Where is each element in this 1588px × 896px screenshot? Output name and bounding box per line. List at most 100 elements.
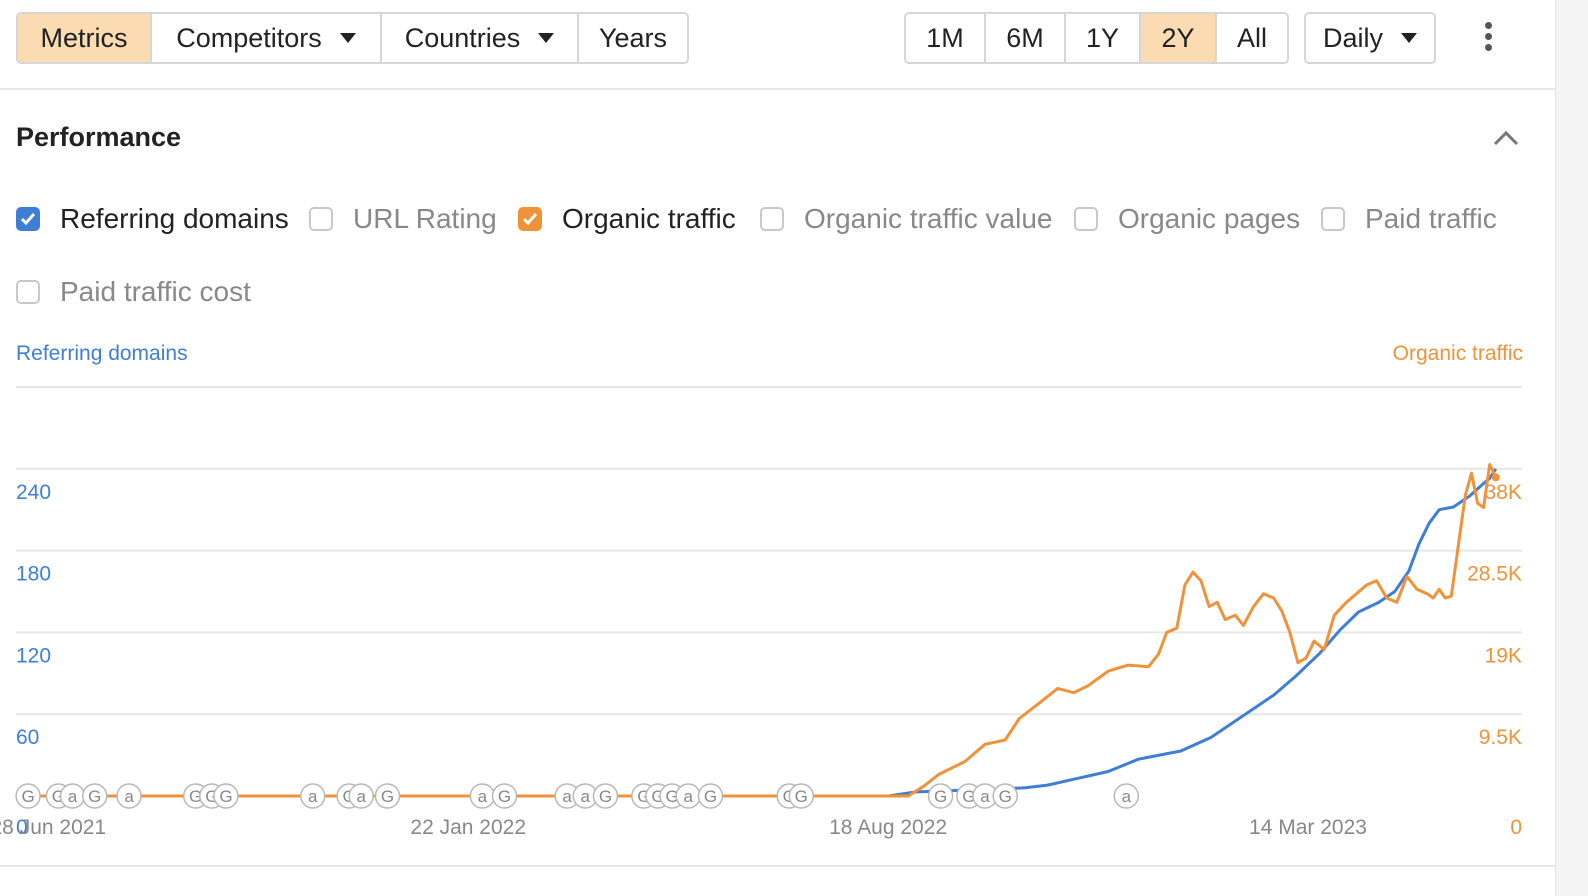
toolbar-button-years[interactable]: Years	[579, 14, 687, 62]
right-axis-tick: 38K	[1485, 481, 1522, 504]
kebab-vertical-icon[interactable]	[1479, 22, 1497, 54]
metric-label: URL Rating	[353, 203, 497, 234]
checkbox-checked-icon[interactable]	[16, 207, 40, 231]
view-switcher: Metrics Competitors Countries Years	[16, 12, 689, 64]
annotation-marker[interactable]	[116, 783, 142, 809]
annotation-marker-label: a	[68, 787, 78, 806]
caret-down-icon	[538, 33, 555, 43]
metric-checkbox-referring-domains[interactable]: Referring domains	[16, 203, 289, 235]
annotation-marker-label: G	[21, 787, 34, 806]
date-range-selector: 1M 6M 1Y 2Y All	[904, 12, 1289, 64]
divider	[0, 865, 1555, 867]
interval-label: Daily	[1323, 22, 1384, 53]
metric-label: Paid traffic cost	[60, 276, 251, 307]
annotation-marker[interactable]	[81, 783, 108, 809]
annotation-marker[interactable]	[992, 783, 1018, 809]
annotation-marker[interactable]	[300, 783, 326, 809]
left-axis-tick: 0	[16, 816, 28, 839]
interval-button[interactable]: Daily	[1306, 14, 1434, 62]
metric-checkbox-organic-traffic[interactable]: Organic traffic	[518, 203, 736, 235]
checkbox-unchecked-icon[interactable]	[760, 207, 784, 231]
series-end-point	[1491, 473, 1500, 482]
annotation-marker[interactable]	[697, 783, 724, 809]
annotation-marker[interactable]	[927, 783, 954, 809]
x-axis-tick: 22 Jan 2022	[410, 816, 526, 839]
chevron-up-icon[interactable]	[1493, 128, 1519, 148]
range-button-all[interactable]: All	[1217, 14, 1287, 62]
right-axis-tick: 0	[1510, 816, 1522, 839]
series-line-organic-traffic	[16, 463, 1498, 798]
metric-checkbox-paid-traffic-cost[interactable]: Paid traffic cost	[16, 276, 251, 308]
annotation-marker-label: a	[478, 787, 488, 806]
left-axis-tick: 120	[16, 644, 51, 667]
toolbar-button-label: Years	[598, 22, 668, 53]
annotation-marker-label: G	[599, 787, 612, 806]
annotation-marker-label: a	[562, 787, 572, 806]
right-axis-title: Organic traffic	[1392, 342, 1523, 365]
toolbar-button-competitors[interactable]: Competitors	[152, 14, 382, 62]
annotation-marker[interactable]	[788, 783, 815, 809]
section-title: Performance	[16, 122, 182, 152]
annotation-marker[interactable]	[1113, 783, 1140, 809]
performance-chart: 0 60 120 180 240 0 9.5K 19K 28.5K 38K 28 Jun 2021 2…	[0, 386, 1522, 839]
caret-down-icon	[1401, 33, 1418, 43]
metric-label: Organic traffic value	[804, 203, 1053, 234]
metric-label: Organic pages	[1118, 203, 1301, 234]
annotation-marker-label: a	[124, 787, 134, 806]
annotation-marker[interactable]	[213, 783, 239, 809]
annotation-marker[interactable]	[374, 783, 401, 809]
annotation-marker-label: a	[684, 787, 694, 806]
annotation-marker-label: G	[665, 787, 678, 806]
x-axis-tick: 28 Jun 2021	[0, 816, 106, 839]
x-axis-tick: 14 Mar 2023	[1249, 816, 1367, 839]
annotation-marker[interactable]	[348, 783, 374, 809]
annotation-marker-label: G	[999, 787, 1012, 806]
annotation-marker-label: a	[581, 787, 591, 806]
range-button-1m[interactable]: 1M	[906, 14, 986, 62]
left-axis-tick: 240	[16, 481, 51, 504]
metric-label: Organic traffic	[562, 203, 736, 234]
x-axis-tick: 18 Aug 2022	[829, 816, 947, 839]
annotation-marker-label: G	[795, 787, 808, 806]
metric-label: Paid traffic	[1365, 203, 1497, 234]
annotation-marker-label: a	[1122, 787, 1132, 806]
metric-checkbox-url-rating[interactable]: URL Rating	[309, 203, 497, 235]
toolbar: Metrics Competitors Countries Years 1M 6M 1Y 2…	[0, 0, 1555, 90]
annotation-marker[interactable]	[592, 783, 619, 809]
right-axis-tick: 19K	[1485, 644, 1522, 667]
annotation-marker-label: a	[356, 787, 366, 806]
checkbox-unchecked-icon[interactable]	[309, 207, 333, 231]
annotation-marker-label: a	[980, 787, 990, 806]
annotation-marker-label: G	[189, 787, 202, 806]
toolbar-button-countries[interactable]: Countries	[382, 14, 579, 62]
annotation-marker[interactable]	[15, 783, 41, 809]
range-button-6m[interactable]: 6M	[986, 14, 1066, 62]
series-line-referring-domains	[16, 467, 1498, 798]
scrollbar[interactable]	[1555, 0, 1588, 896]
range-button-2y[interactable]: 2Y	[1141, 14, 1217, 62]
annotation-marker-label: G	[381, 787, 394, 806]
toolbar-button-metrics[interactable]: Metrics	[18, 14, 152, 62]
interval-dropdown[interactable]: Daily	[1304, 12, 1436, 64]
left-axis-tick: 180	[16, 563, 51, 586]
toolbar-button-label: Competitors	[176, 22, 322, 53]
metric-checkbox-organic-pages[interactable]: Organic pages	[1074, 203, 1300, 235]
right-axis-tick: 28.5K	[1467, 563, 1522, 586]
range-button-1y[interactable]: 1Y	[1066, 14, 1141, 62]
annotation-marker-label: G	[88, 787, 101, 806]
checkbox-unchecked-icon[interactable]	[1321, 207, 1345, 231]
metric-checkbox-organic-traffic-value[interactable]: Organic traffic value	[760, 203, 1053, 235]
caret-down-icon	[339, 33, 356, 43]
annotation-marker-label: G	[704, 787, 717, 806]
annotation-marker-label: G	[962, 787, 975, 806]
toolbar-button-label: Countries	[404, 22, 521, 53]
left-axis-title: Referring domains	[16, 342, 188, 365]
left-axis-tick: 60	[16, 726, 39, 749]
annotation-marker-label: G	[934, 787, 947, 806]
checkbox-checked-icon[interactable]	[518, 207, 542, 231]
checkbox-unchecked-icon[interactable]	[16, 280, 40, 304]
annotation-marker[interactable]	[491, 783, 518, 809]
checkbox-unchecked-icon[interactable]	[1074, 207, 1098, 231]
metric-checkbox-paid-traffic[interactable]: Paid traffic	[1321, 203, 1497, 235]
metric-label: Referring domains	[60, 203, 289, 234]
